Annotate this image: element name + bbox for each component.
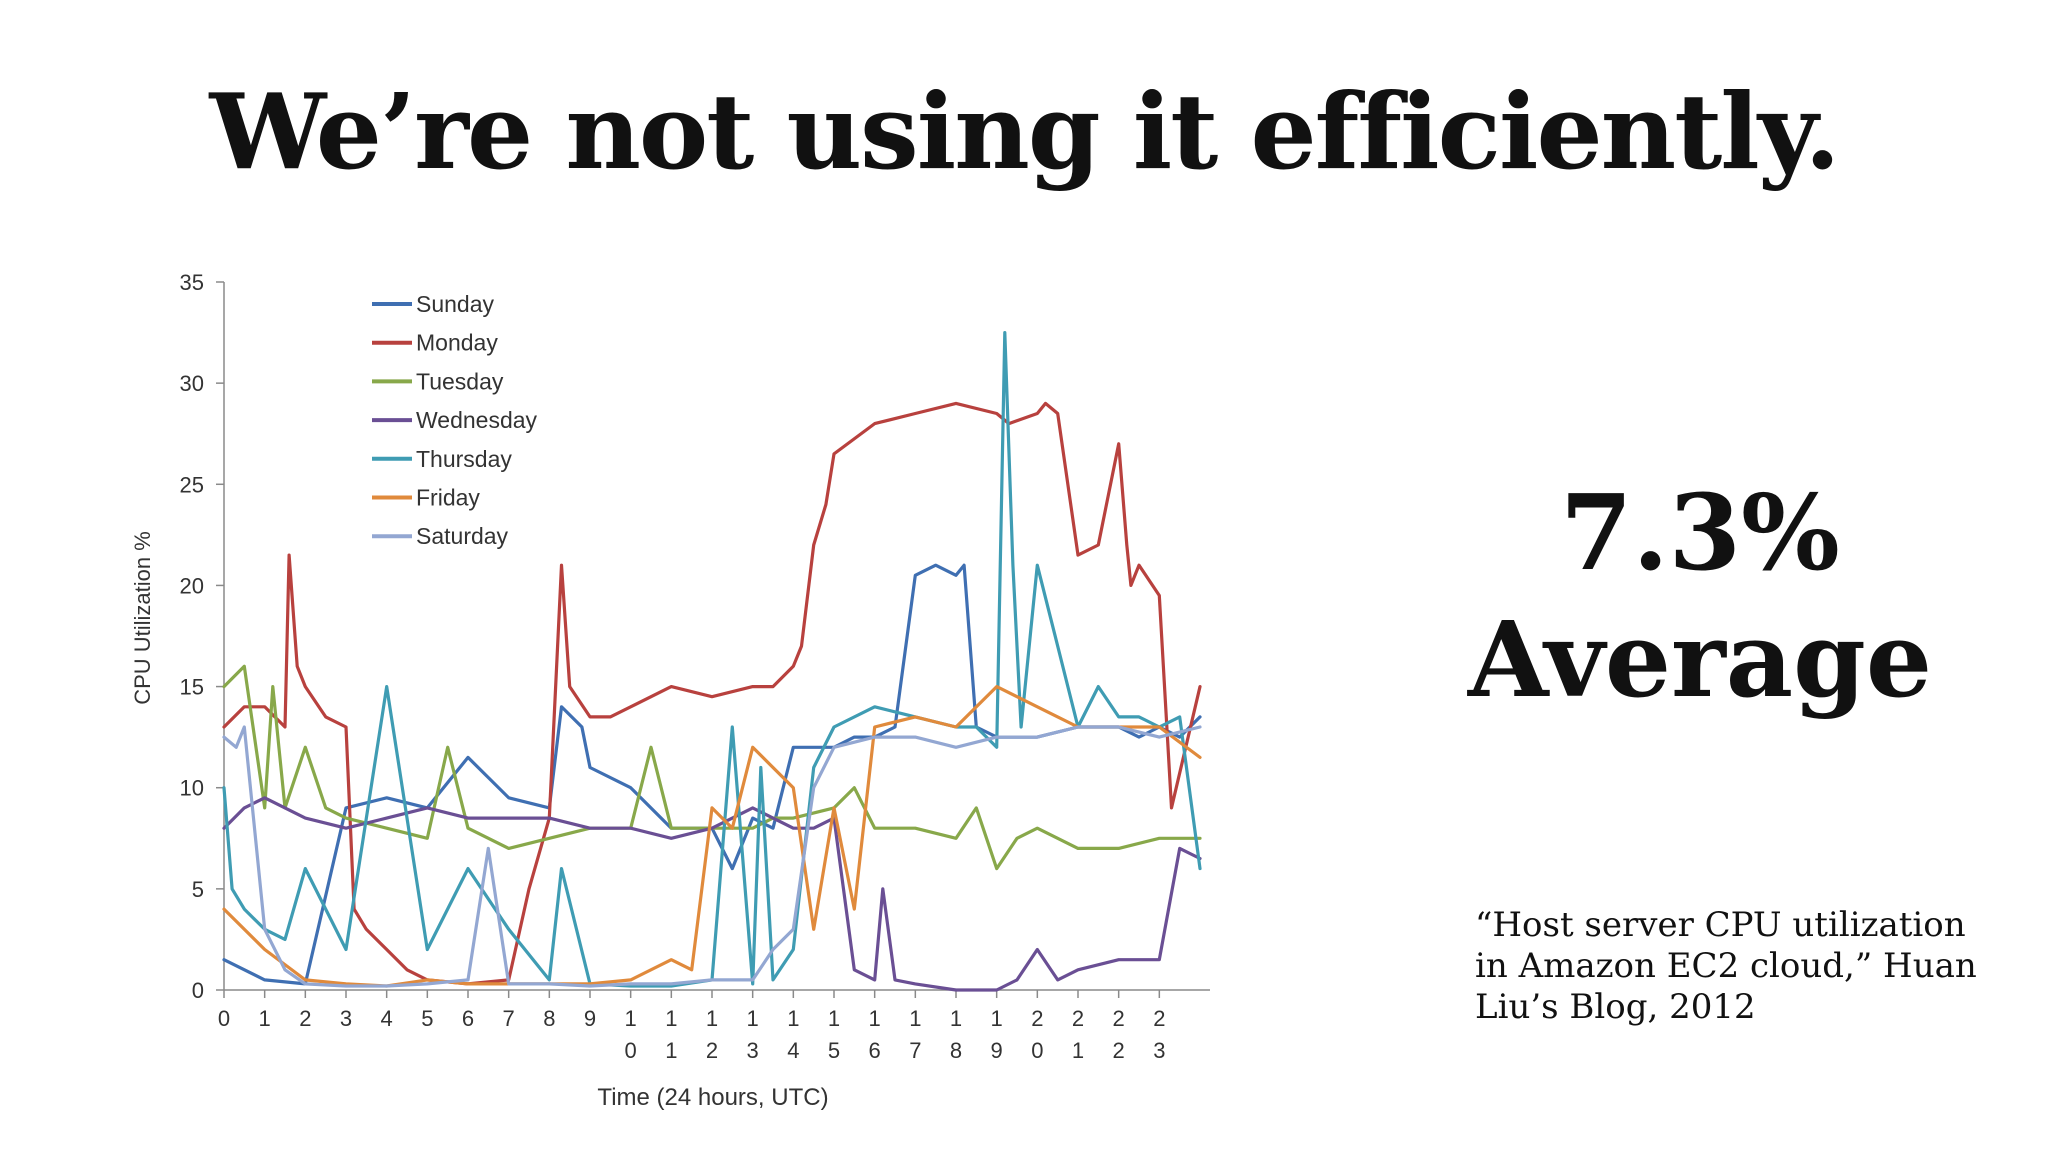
legend-label-wednesday: Wednesday	[416, 407, 538, 433]
chart-legend: Sunday Monday Tuesday Wednesday Thursday Frid…	[372, 291, 538, 549]
x-tick-label: 9	[584, 1006, 596, 1031]
y-tick-label: 25	[180, 472, 204, 497]
x-tick-label: 6	[462, 1006, 474, 1031]
legend-label-thursday: Thursday	[416, 446, 512, 472]
x-tick-label: 7	[503, 1006, 515, 1031]
y-tick-label: 10	[180, 776, 204, 801]
legend-label-sunday: Sunday	[416, 291, 495, 317]
series-line-monday	[222, 401, 1202, 986]
x-tick-label: 1	[259, 1006, 271, 1031]
legend-label-friday: Friday	[416, 485, 480, 511]
y-axis-label: CPU Utilization %	[130, 531, 155, 705]
x-tick-label: 0	[218, 1006, 230, 1031]
cpu-utilization-chart: 0 5 10 15 20 25 30 35 0 1 2 3 4 5 6 7 8 9 1 0 1 1 1 2 1 3 1 4 1 5 1 6 1 7…	[120, 260, 1360, 1140]
y-tick-label: 30	[180, 371, 204, 396]
x-tick-label: 3	[340, 1006, 352, 1031]
legend-label-tuesday: Tuesday	[416, 368, 504, 394]
y-tick-label: 35	[180, 270, 204, 295]
series-line-wednesday	[222, 796, 1202, 992]
legend-label-saturday: Saturday	[416, 523, 509, 549]
y-tick-label: 5	[192, 877, 204, 902]
y-tick-label: 20	[180, 573, 204, 598]
x-tick-label: 5	[421, 1006, 433, 1031]
series-line-thursday	[222, 330, 1202, 988]
y-tick-label: 0	[192, 978, 204, 1003]
legend-label-monday: Monday	[416, 330, 498, 356]
average-value: 7.3%	[1560, 471, 1840, 594]
x-tick-label: 2	[299, 1006, 311, 1031]
y-tick-label: 15	[180, 675, 204, 700]
slide-title: We’re not using it efficiently.	[209, 70, 1840, 193]
series-line-saturday	[222, 725, 1202, 988]
citation: “Host server CPU utilization in Amazon E…	[1475, 905, 1977, 1027]
series-line-tuesday	[222, 664, 1202, 871]
chart-series-layer	[222, 330, 1202, 992]
x-axis-label: Time (24 hours, UTC)	[597, 1084, 828, 1111]
average-stat: 7.3% Average	[1440, 470, 1960, 724]
series-line-friday	[222, 685, 1202, 988]
x-tick-label: 8	[543, 1006, 555, 1031]
x-tick-label: 4	[381, 1006, 393, 1031]
average-label: Average	[1467, 597, 1933, 721]
